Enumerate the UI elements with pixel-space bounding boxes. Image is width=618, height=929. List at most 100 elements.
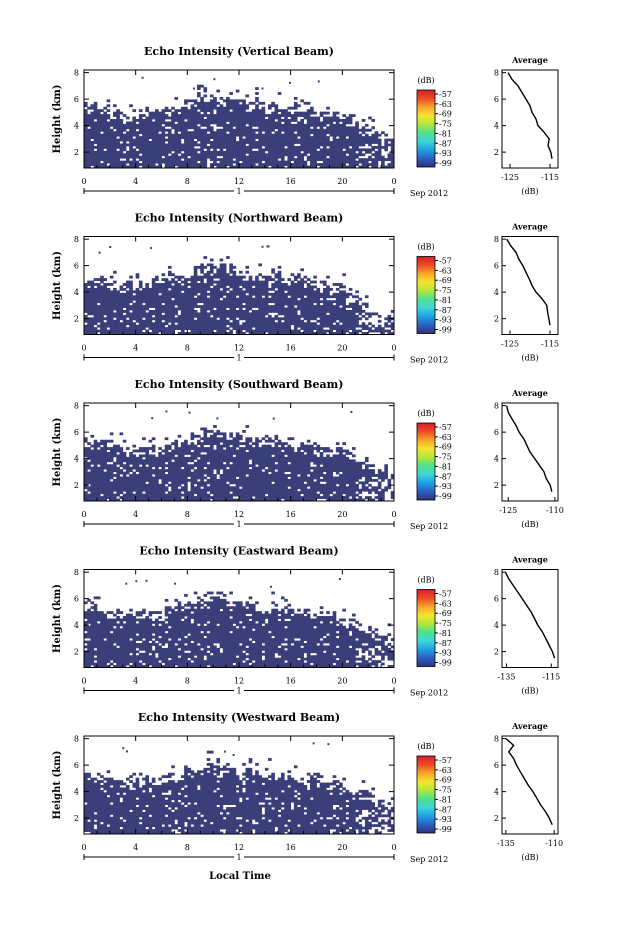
heatmap-cell <box>113 493 117 497</box>
heatmap-cell <box>268 106 272 110</box>
heatmap-cell <box>167 312 172 316</box>
heatmap-cell <box>206 464 211 468</box>
heatmap-cell <box>132 454 137 458</box>
heatmap-cell <box>248 285 253 289</box>
heatmap-cell <box>239 126 243 130</box>
heatmap-cell <box>155 141 159 144</box>
heatmap-cell <box>148 131 153 135</box>
heatmap-cell <box>135 126 140 130</box>
heatmap-cell <box>229 434 233 438</box>
heatmap-cell <box>206 327 211 330</box>
heatmap-cell <box>248 290 253 294</box>
heatmap-cell <box>287 111 292 115</box>
heatmap-cell <box>332 123 337 127</box>
average-x-tick-label: -115 <box>541 340 559 349</box>
heatmap-cell <box>184 280 188 284</box>
heatmap-cell <box>103 447 108 450</box>
heatmap-cell <box>100 454 104 458</box>
heatmap-cell <box>190 454 195 458</box>
heatmap-cell <box>326 138 330 142</box>
heatmap-cell <box>90 136 95 139</box>
heatmap-cell <box>216 270 221 274</box>
heatmap-cell <box>87 123 91 127</box>
heatmap-cell <box>245 287 250 291</box>
heatmap-cell <box>151 302 156 306</box>
heatmap-cell <box>103 307 108 311</box>
heatmap-cell <box>229 136 233 139</box>
heatmap-cell <box>138 148 143 152</box>
heatmap-cell <box>277 283 282 286</box>
heatmap-cell <box>187 324 191 328</box>
heatmap-cell <box>277 290 282 294</box>
heatmap-cell <box>171 143 175 147</box>
heatmap-cell <box>364 138 369 142</box>
heatmap-cell <box>274 297 279 301</box>
colorbar-tick-label: -99 <box>439 326 452 335</box>
heatmap-cell <box>135 133 140 137</box>
heatmap-cell <box>119 145 124 149</box>
heatmap-cell <box>245 138 250 142</box>
heatmap-cell <box>222 128 227 132</box>
heatmap-cell <box>119 329 124 333</box>
heatmap-cell <box>339 300 343 304</box>
heatmap-cell <box>125 116 130 120</box>
heatmap-cell <box>161 148 166 152</box>
heatmap-cell <box>368 314 372 318</box>
heatmap-cell <box>138 128 143 132</box>
heatmap-cell <box>255 155 259 159</box>
heatmap-cell <box>242 327 246 330</box>
heatmap-cell <box>316 119 321 122</box>
heatmap-cell <box>90 488 95 492</box>
heatmap-cell <box>235 332 240 335</box>
heatmap-cell <box>342 322 346 326</box>
heatmap-cell <box>190 452 195 455</box>
heatmap-cell <box>229 300 233 304</box>
heatmap-cell <box>306 278 311 281</box>
heatmap-cell <box>100 138 104 142</box>
heatmap-cell <box>113 322 117 326</box>
heatmap-cell <box>303 111 308 115</box>
heatmap-cell <box>232 312 237 316</box>
heatmap-cell <box>226 297 230 301</box>
heatmap-cell <box>293 145 298 149</box>
heatmap-cell <box>197 101 201 105</box>
heatmap-cell <box>116 459 120 463</box>
heatmap-cell <box>264 327 269 330</box>
heatmap-cell <box>135 163 140 166</box>
heatmap-cell <box>251 290 256 294</box>
heatmap-cell <box>319 158 324 162</box>
heatmap-cell <box>277 141 282 144</box>
heatmap-cell <box>287 310 292 313</box>
heatmap-cell <box>116 476 120 480</box>
heatmap-cell <box>116 310 120 313</box>
heatmap-cell <box>222 106 227 110</box>
heatmap-cell <box>161 459 166 463</box>
heatmap-cell <box>248 278 253 281</box>
heatmap-cell <box>142 300 146 304</box>
heatmap-cell <box>132 116 137 120</box>
heatmap-cell <box>190 295 195 299</box>
heatmap-cell <box>206 145 211 149</box>
heatmap-cell <box>293 310 298 313</box>
heatmap-cell <box>138 131 143 135</box>
heatmap-cell <box>90 486 95 490</box>
heatmap-cell <box>216 322 221 326</box>
heatmap-cell <box>155 160 159 164</box>
heatmap-cell <box>193 87 196 90</box>
heatmap-cell <box>290 283 295 286</box>
date-label: Sep 2012 <box>410 356 448 365</box>
heatmap-cell <box>229 285 233 289</box>
heatmap-cell <box>209 329 214 333</box>
heatmap-cell <box>96 138 101 142</box>
heatmap-cell <box>335 133 340 137</box>
heatmap-cell <box>216 163 221 166</box>
heatmap-cell <box>100 163 104 166</box>
heatmap-cell <box>145 491 149 495</box>
heatmap-cell <box>209 145 214 149</box>
heatmap-cell <box>100 307 104 311</box>
heatmap-cell <box>261 287 266 291</box>
heatmap-cell <box>255 297 259 301</box>
heatmap-cell <box>93 481 98 485</box>
heatmap-cell <box>339 319 343 323</box>
heatmap-cell <box>193 280 198 284</box>
